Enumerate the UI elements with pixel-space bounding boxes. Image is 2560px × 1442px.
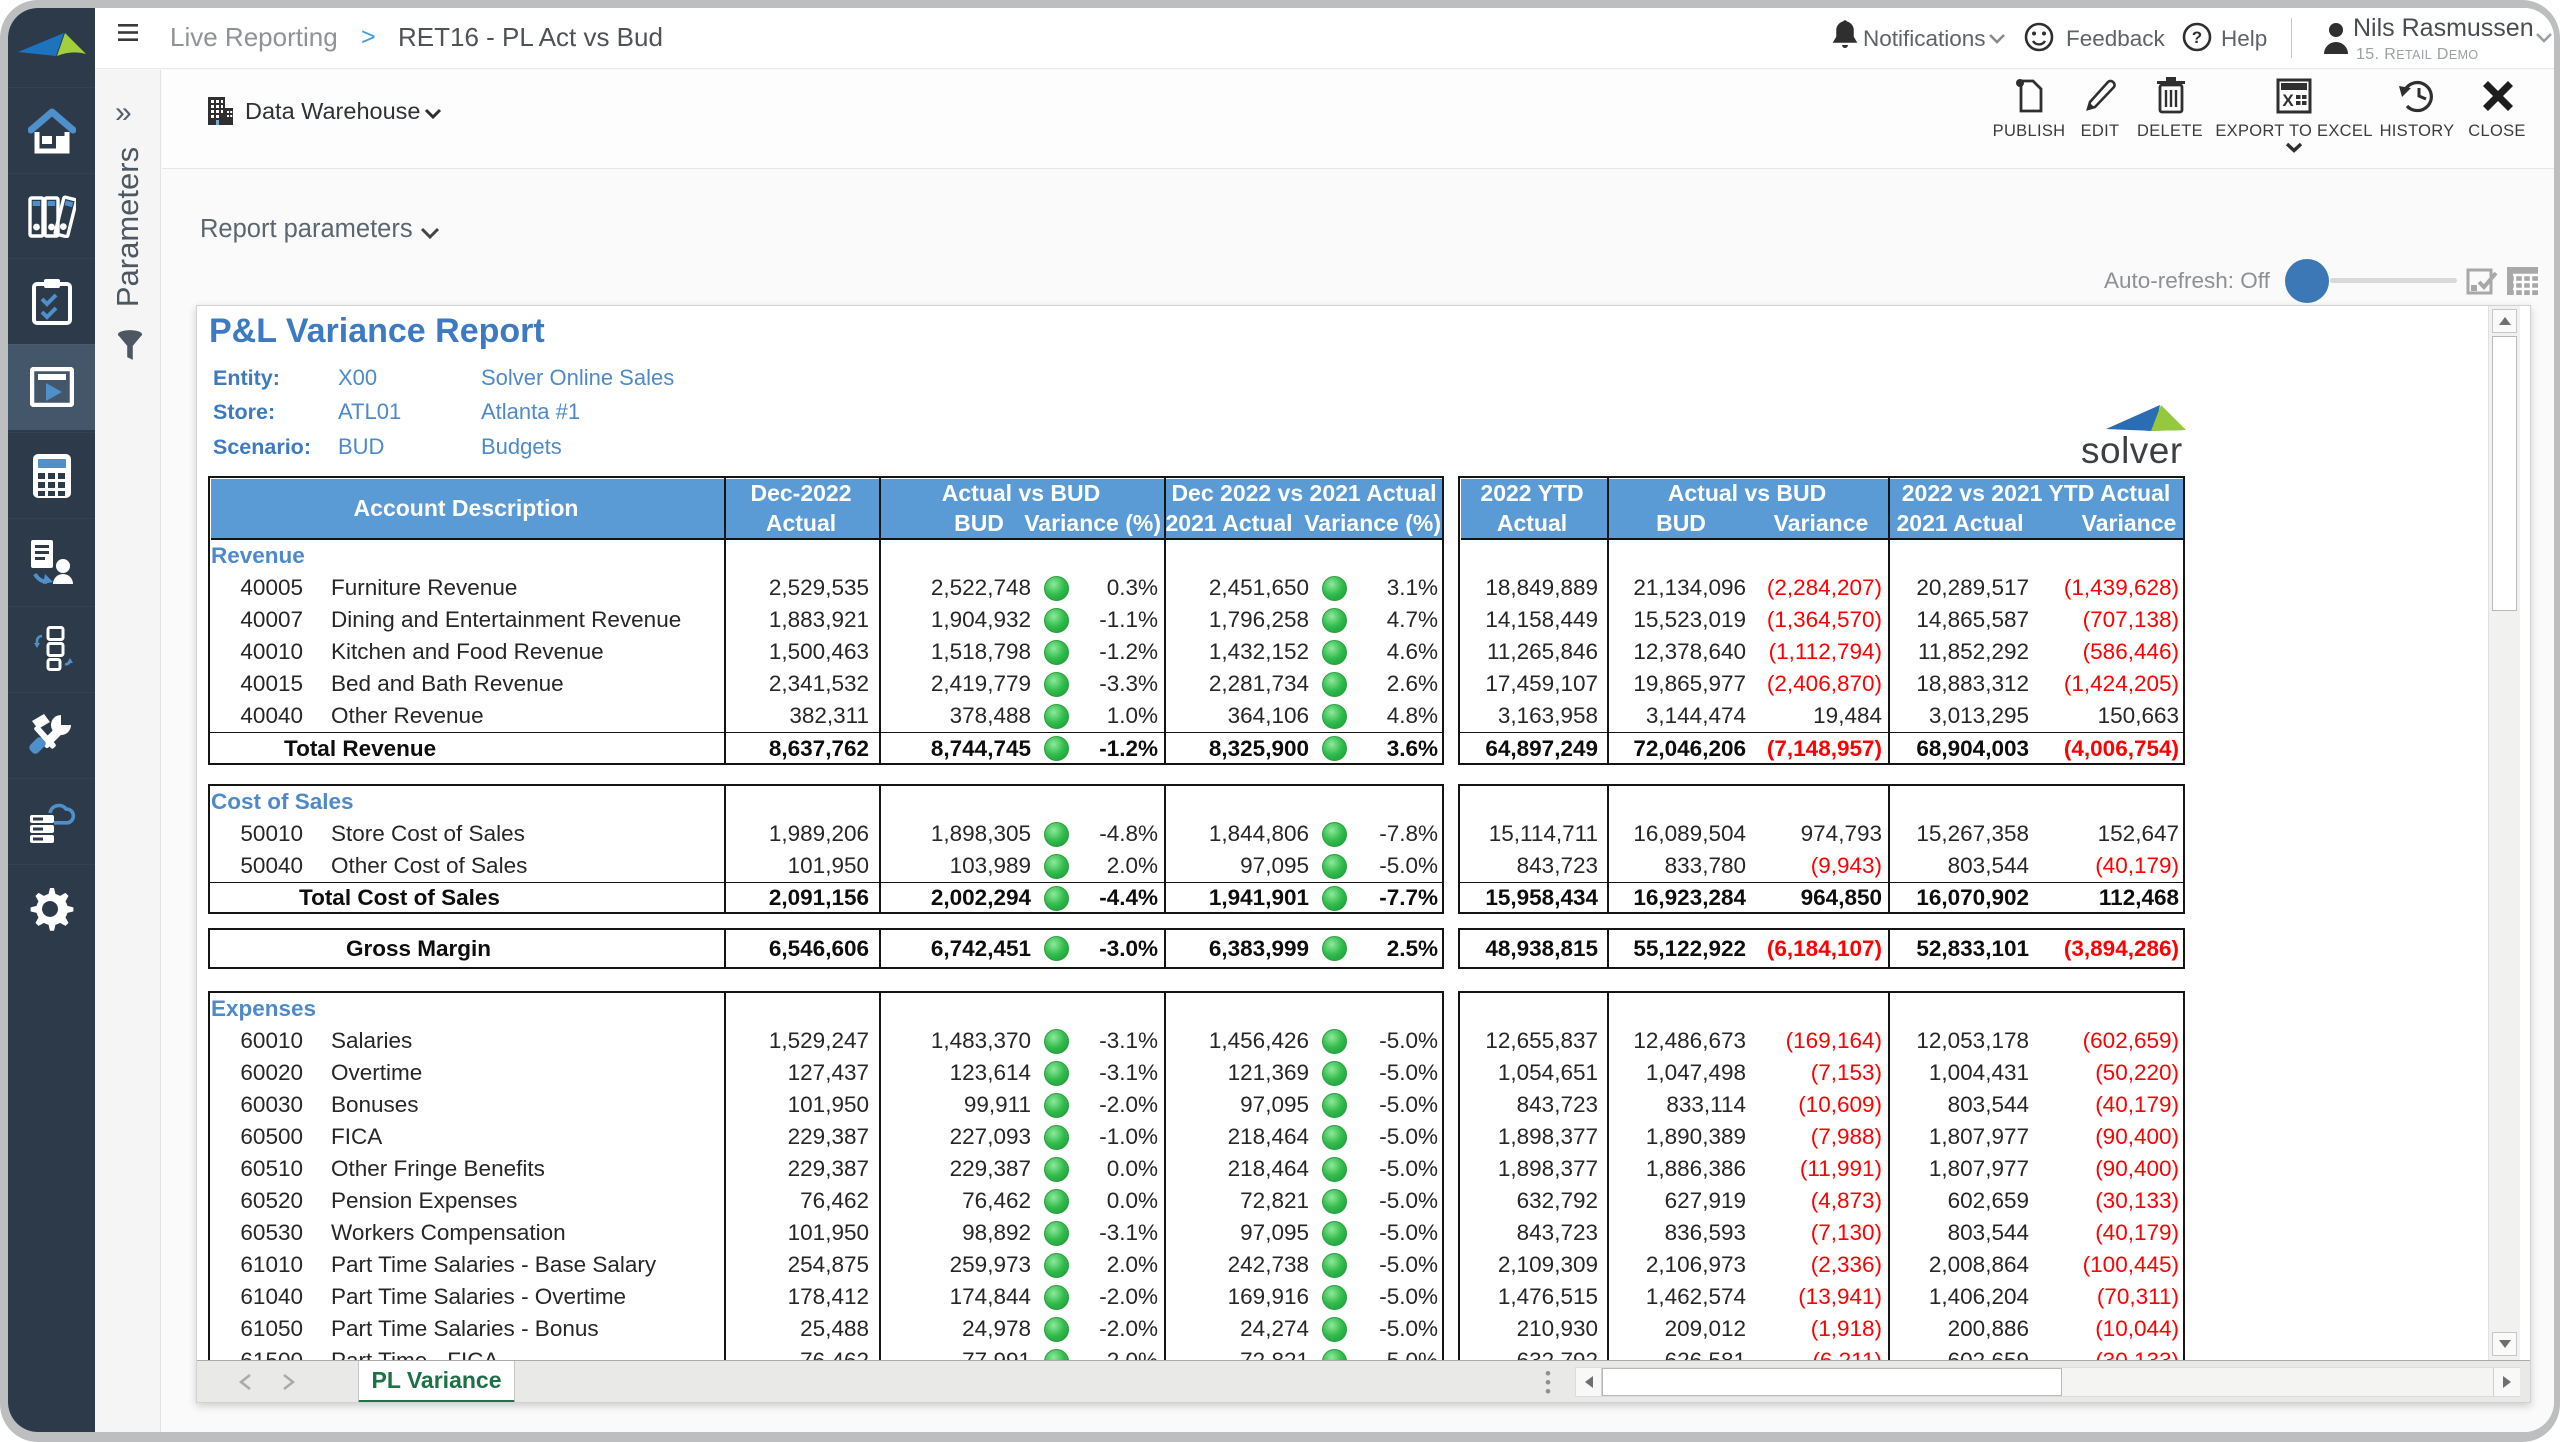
svg-text:X: X bbox=[2282, 91, 2294, 110]
svg-text:?: ? bbox=[2192, 28, 2202, 47]
